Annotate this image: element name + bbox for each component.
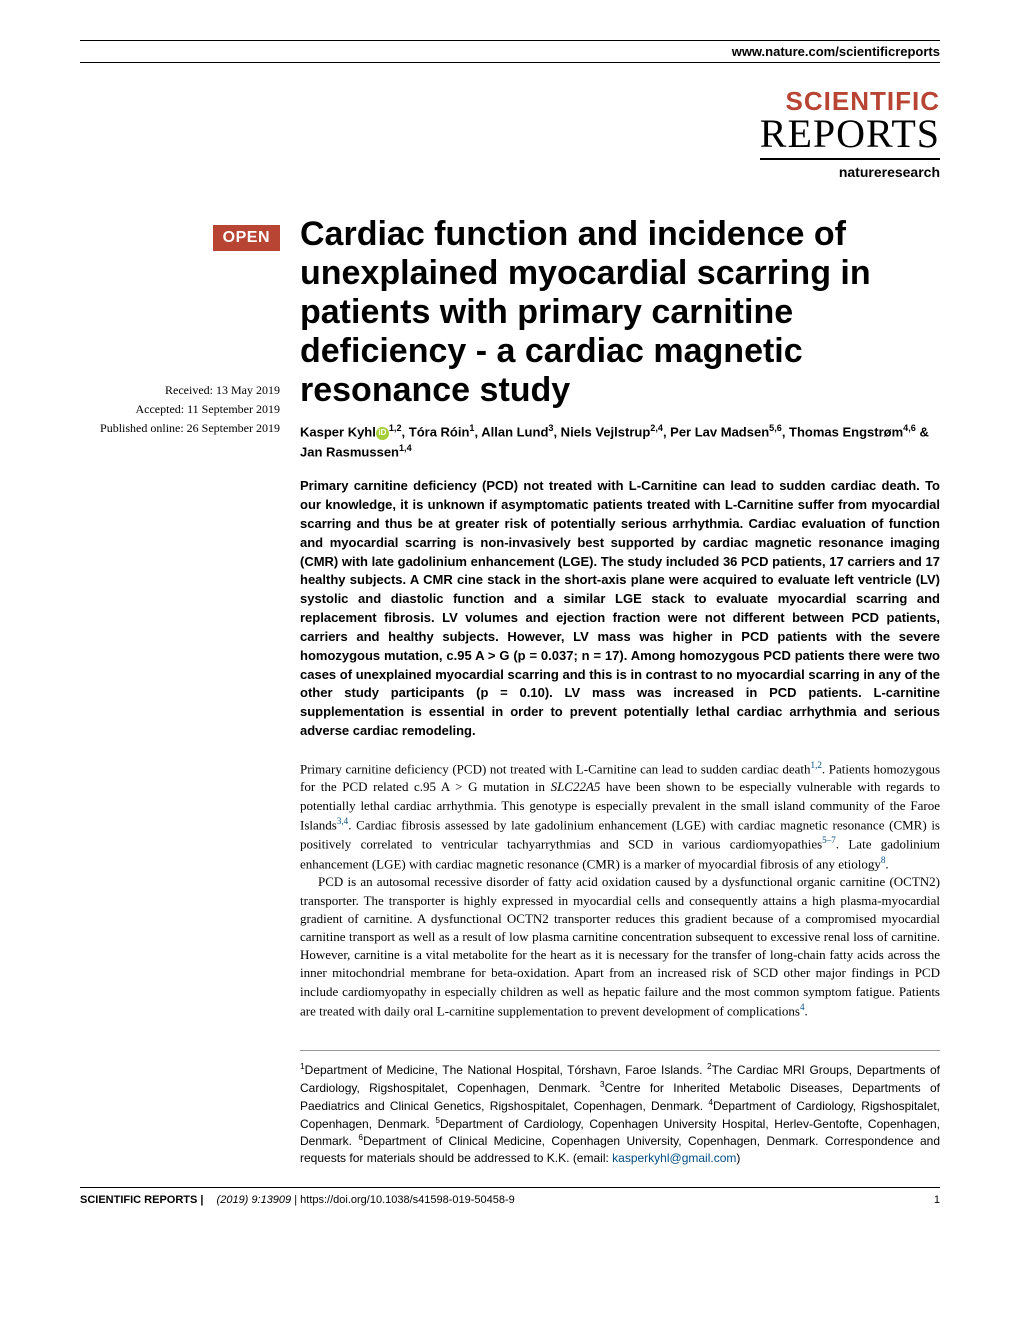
- reference-link[interactable]: 3,4: [337, 816, 348, 826]
- author-6-aff: 4,6: [903, 423, 916, 433]
- affiliations: 1Department of Medicine, The National Ho…: [300, 1050, 940, 1167]
- affiliation-text: Department of Medicine, The National Hos…: [305, 1063, 707, 1077]
- author-6[interactable]: , Thomas Engstrøm: [782, 425, 903, 440]
- abstract: Primary carnitine deficiency (PCD) not t…: [300, 477, 940, 741]
- reference-link[interactable]: 1,2: [811, 760, 822, 770]
- footer-citation: SCIENTIFIC REPORTS | (2019) 9:13909 | ht…: [80, 1194, 515, 1206]
- author-3[interactable]: , Allan Lund: [474, 425, 548, 440]
- body-paragraph-1: Primary carnitine deficiency (PCD) not t…: [300, 759, 940, 873]
- author-1-aff: 1,2: [389, 423, 402, 433]
- body-text-fragment: PCD is an autosomal recessive disorder o…: [300, 874, 940, 1018]
- author-list: Kasper Kyhl1,2, Tóra Róin1, Allan Lund3,…: [300, 422, 940, 462]
- author-2[interactable]: , Tóra Róin: [402, 425, 470, 440]
- author-4-aff: 2,4: [650, 423, 663, 433]
- article-page: www.nature.com/scientificreports SCIENTI…: [0, 0, 1020, 1236]
- author-4[interactable]: , Niels Vejlstrup: [553, 425, 650, 440]
- affiliation-text: ): [736, 1151, 740, 1165]
- publication-dates: Received: 13 May 2019 Accepted: 11 Septe…: [80, 381, 280, 439]
- body-text-fragment: .: [805, 1003, 808, 1018]
- open-access-badge: OPEN: [213, 225, 280, 251]
- author-1[interactable]: Kasper Kyhl: [300, 425, 376, 440]
- page-footer: SCIENTIFIC REPORTS | (2019) 9:13909 | ht…: [80, 1187, 940, 1206]
- gene-name-italic: SLC22A5: [551, 779, 601, 794]
- footer-journal: SCIENTIFIC REPORTS: [80, 1194, 197, 1206]
- logo-line-nature: natureresearch: [80, 164, 940, 180]
- date-published: Published online: 26 September 2019: [80, 419, 280, 438]
- footer-issue: (2019) 9:13909: [217, 1194, 292, 1206]
- reference-link[interactable]: 5–7: [822, 835, 836, 845]
- author-5-aff: 5,6: [769, 423, 782, 433]
- journal-url[interactable]: www.nature.com/scientificreports: [80, 40, 940, 63]
- body-text-fragment: .: [885, 856, 888, 871]
- body-text-fragment: Primary carnitine deficiency (PCD) not t…: [300, 761, 811, 776]
- author-7-aff: 1,4: [399, 443, 412, 453]
- left-column: OPEN Received: 13 May 2019 Accepted: 11 …: [80, 215, 280, 1167]
- main-column: Cardiac function and incidence of unexpl…: [300, 215, 940, 1167]
- article-title: Cardiac function and incidence of unexpl…: [300, 215, 940, 410]
- logo-line-reports: REPORTS: [760, 114, 940, 160]
- journal-logo: SCIENTIFIC REPORTS natureresearch: [80, 88, 940, 180]
- footer-doi[interactable]: | https://doi.org/10.1038/s41598-019-504…: [291, 1194, 515, 1206]
- page-number: 1: [934, 1194, 940, 1206]
- body-paragraph-2: PCD is an autosomal recessive disorder o…: [300, 873, 940, 1020]
- corresponding-email[interactable]: kasperkyhl@gmail.com: [612, 1151, 736, 1165]
- date-accepted: Accepted: 11 September 2019: [80, 400, 280, 419]
- orcid-icon[interactable]: [376, 427, 389, 440]
- content-grid: OPEN Received: 13 May 2019 Accepted: 11 …: [80, 215, 940, 1167]
- date-received: Received: 13 May 2019: [80, 381, 280, 400]
- author-5[interactable]: , Per Lav Madsen: [663, 425, 769, 440]
